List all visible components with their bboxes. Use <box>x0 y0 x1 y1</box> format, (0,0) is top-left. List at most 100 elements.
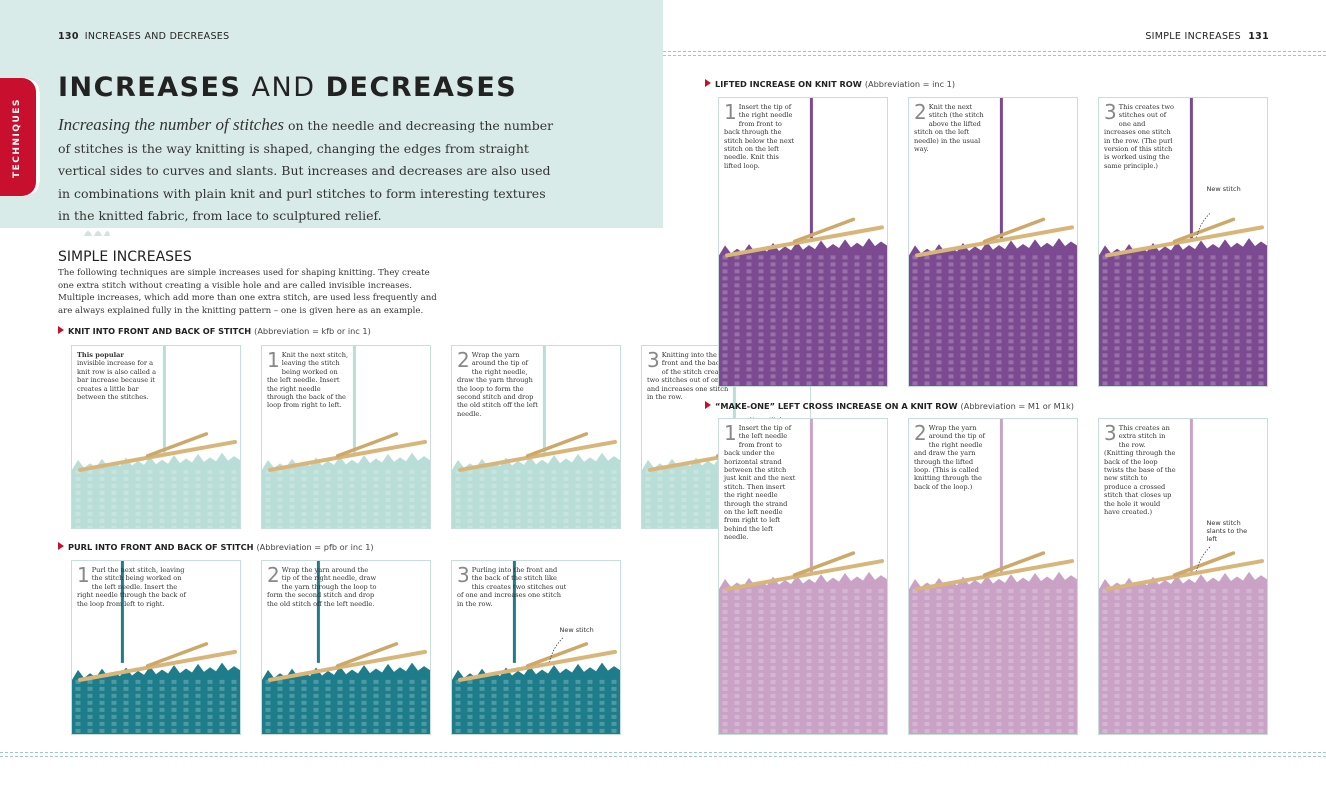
swatch <box>262 452 430 528</box>
swatch <box>72 662 240 734</box>
technique-heading: LIFTED INCREASE ON KNIT ROW (Abbreviation… <box>705 79 955 89</box>
intro-lead: Increasing the number of stitches <box>58 115 284 134</box>
swatch <box>72 452 240 528</box>
knitting-photo <box>1099 98 1267 386</box>
step-number: 3 <box>647 348 660 372</box>
step-body: Wrap the yarn around the tip of the righ… <box>267 566 377 608</box>
needle <box>792 551 856 577</box>
knitting-photo <box>452 561 620 734</box>
needle <box>335 642 399 668</box>
swatch <box>452 662 620 734</box>
abbreviation: (Abbreviation = kfb or inc 1) <box>254 326 371 336</box>
step-panel: 2 Wrap the yarn around the tip of the rig… <box>261 560 431 735</box>
tab-label: TECHNIQUES <box>12 98 22 178</box>
section-text: The following techniques are simple incr… <box>58 268 437 316</box>
technique-heading: “MAKE-ONE” LEFT CROSS INCREASE ON A KNIT… <box>705 401 1074 411</box>
step-text: 1 Knit the next stitch, leaving the stitc… <box>267 348 349 410</box>
running-head: SIMPLE INCREASES <box>1145 31 1241 42</box>
knitting-photo <box>909 98 1077 386</box>
folio: 130 <box>58 31 79 42</box>
swatch <box>909 571 1077 734</box>
knitting-photo <box>452 346 620 528</box>
abbreviation: (Abbreviation = pfb or inc 1) <box>256 542 374 552</box>
abbreviation: (Abbreviation = M1 or M1k) <box>960 401 1074 411</box>
step-text: 2 Wrap the yarn around the tip of the rig… <box>267 563 379 608</box>
ornament <box>84 231 110 236</box>
bottom-rule <box>0 752 1326 757</box>
title-part: INCREASES <box>58 72 242 103</box>
step-panel: 2 Knit the next stitch (the stitch above … <box>908 97 1078 387</box>
step-panel: 3 This creates two stitches out of one an… <box>1098 97 1268 387</box>
knitting-photo <box>719 98 887 386</box>
step-number: 3 <box>1104 421 1117 445</box>
step-body: This creates an extra stitch in the row.… <box>1104 424 1176 517</box>
section-heading: SIMPLE INCREASES <box>58 249 192 265</box>
needle <box>525 432 589 458</box>
needle <box>78 649 237 682</box>
folio: 131 <box>1248 31 1269 42</box>
knitting-photo <box>909 419 1077 734</box>
step-text: 3 This creates an extra stitch in the row… <box>1104 421 1176 517</box>
step-number: 2 <box>914 421 927 445</box>
needle <box>335 432 399 458</box>
step-text: 3 This creates two stitches out of one an… <box>1104 102 1176 170</box>
needle <box>268 439 427 472</box>
right-running-head: SIMPLE INCREASES 131 <box>1145 31 1269 42</box>
step-text: 1 Purl the next stitch, leaving the stitc… <box>77 563 189 608</box>
swatch <box>1099 571 1267 734</box>
needle <box>792 217 856 244</box>
top-rule <box>663 51 1326 56</box>
note-lead: This popular <box>77 351 124 359</box>
step-panel: 2 Wrap the yarn around the tip of the rig… <box>451 345 621 529</box>
swatch <box>719 571 887 734</box>
callout: New stitch <box>1206 185 1241 194</box>
step-panel: This popular invisible increase for a kni… <box>71 345 241 529</box>
section-tab: TECHNIQUES <box>0 78 40 196</box>
step-body: This creates two stitches out of one and… <box>1104 103 1174 170</box>
callout-line <box>1196 546 1211 572</box>
title-part: AND <box>251 72 316 103</box>
step-panel: 1 Insert the tip of the left needle from … <box>718 418 888 735</box>
step-panel: 1 Purl the next stitch, leaving the stitc… <box>71 560 241 735</box>
technique-title: “MAKE-ONE” LEFT CROSS INCREASE ON A KNIT… <box>715 401 958 411</box>
needle <box>725 225 884 258</box>
swatch <box>1099 238 1267 386</box>
step-number: 1 <box>77 563 90 587</box>
swatch <box>262 662 430 734</box>
callout-line <box>1196 213 1211 238</box>
step-text: 1 Insert the tip of the left needle from … <box>724 421 796 542</box>
needle <box>458 439 617 472</box>
step-number: 1 <box>267 348 280 372</box>
technique-title: LIFTED INCREASE ON KNIT ROW <box>715 79 862 89</box>
knitting-photo <box>72 346 240 528</box>
callout: New stitch slants to the left <box>1206 519 1248 544</box>
swatch <box>452 452 620 528</box>
needle <box>525 642 589 668</box>
technique-title: PURL INTO FRONT AND BACK OF STITCH <box>68 542 254 552</box>
knitting-photo <box>72 561 240 734</box>
needle <box>1105 559 1264 592</box>
technique-heading: KNIT INTO FRONT AND BACK OF STITCH (Abbre… <box>58 326 371 336</box>
needle <box>145 642 209 668</box>
technique-title: KNIT INTO FRONT AND BACK OF STITCH <box>68 326 252 336</box>
needle <box>725 559 884 592</box>
title-part: DECREASES <box>325 72 518 103</box>
needle <box>268 649 427 682</box>
needle <box>1105 225 1264 258</box>
step-body: Purling into the front and the back of t… <box>457 566 567 608</box>
knitting-photo <box>719 419 887 734</box>
needle <box>458 649 617 682</box>
left-running-head: 130 INCREASES AND DECREASES <box>58 31 229 42</box>
needle <box>915 225 1074 258</box>
step-number: 2 <box>267 563 280 587</box>
step-text: This popular invisible increase for a kni… <box>77 351 159 401</box>
needle <box>982 217 1046 244</box>
note-body: invisible increase for a knit row is als… <box>77 359 157 402</box>
step-body: Wrap the yarn around the tip of the righ… <box>914 424 985 491</box>
step-number: 1 <box>724 421 737 445</box>
step-body: Purl the next stitch, leaving the stitch… <box>77 566 186 608</box>
step-number: 2 <box>457 348 470 372</box>
header-band <box>0 0 663 228</box>
step-panel: 2 Wrap the yarn around the tip of the rig… <box>908 418 1078 735</box>
step-body: Knit the next stitch, leaving the stitch… <box>267 351 349 410</box>
